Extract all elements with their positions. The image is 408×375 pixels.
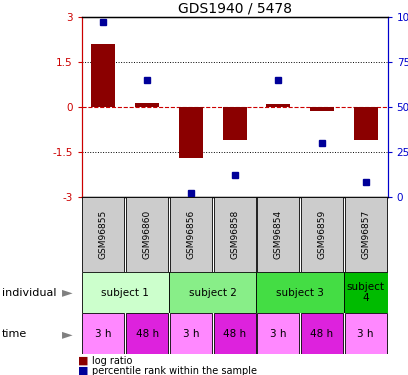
Text: 3 h: 3 h	[95, 329, 112, 339]
Bar	[82, 197, 124, 272]
Text: GSM96854: GSM96854	[274, 210, 283, 259]
Text: log ratio: log ratio	[92, 356, 132, 366]
Bar	[344, 272, 388, 313]
Text: ►: ►	[62, 327, 73, 341]
Text: percentile rank within the sample: percentile rank within the sample	[92, 366, 257, 375]
Text: 48 h: 48 h	[223, 329, 246, 339]
Bar	[257, 313, 299, 354]
Bar	[82, 313, 124, 354]
Bar	[91, 44, 115, 107]
Text: GSM96857: GSM96857	[361, 210, 370, 259]
Bar	[266, 104, 290, 107]
Text: subject 1: subject 1	[101, 288, 149, 297]
Bar	[345, 313, 387, 354]
Bar	[223, 107, 246, 140]
Text: ■: ■	[78, 366, 88, 375]
Bar	[354, 107, 378, 140]
Bar	[310, 107, 334, 111]
Bar	[301, 197, 343, 272]
Text: GSM96860: GSM96860	[143, 210, 152, 259]
Text: subject 2: subject 2	[189, 288, 237, 297]
Text: subject
4: subject 4	[347, 282, 385, 303]
Text: subject 3: subject 3	[276, 288, 324, 297]
Bar	[135, 103, 159, 107]
Text: 3 h: 3 h	[270, 329, 286, 339]
Text: 3 h: 3 h	[357, 329, 374, 339]
Text: ■: ■	[78, 356, 88, 366]
Bar	[345, 197, 387, 272]
Text: 3 h: 3 h	[183, 329, 199, 339]
Bar	[82, 272, 169, 313]
Bar	[170, 197, 212, 272]
Title: GDS1940 / 5478: GDS1940 / 5478	[177, 2, 292, 16]
Text: GSM96856: GSM96856	[186, 210, 195, 259]
Bar	[126, 197, 168, 272]
Text: GSM96855: GSM96855	[99, 210, 108, 259]
Bar	[169, 272, 257, 313]
Text: individual: individual	[2, 288, 57, 297]
Text: 48 h: 48 h	[135, 329, 159, 339]
Bar	[170, 313, 212, 354]
Bar	[214, 313, 255, 354]
Text: GSM96859: GSM96859	[317, 210, 326, 259]
Text: GSM96858: GSM96858	[230, 210, 239, 259]
Text: time: time	[2, 329, 27, 339]
Text: 48 h: 48 h	[310, 329, 334, 339]
Bar	[301, 313, 343, 354]
Bar	[179, 107, 203, 158]
Bar	[257, 197, 299, 272]
Bar	[126, 313, 168, 354]
Text: ►: ►	[62, 285, 73, 300]
Bar	[257, 272, 344, 313]
Bar	[214, 197, 255, 272]
